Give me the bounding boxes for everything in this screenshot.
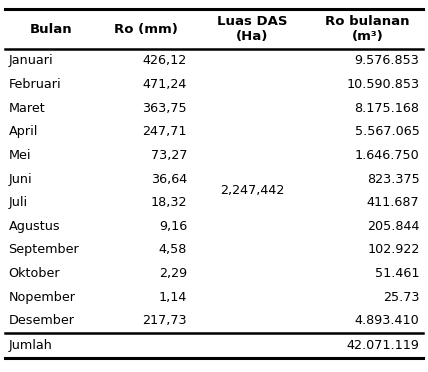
Text: Oktober: Oktober: [9, 267, 60, 280]
Text: Jumlah: Jumlah: [9, 339, 53, 352]
Text: Agustus: Agustus: [9, 220, 60, 233]
Text: 2,29: 2,29: [159, 267, 187, 280]
Text: 1.646.750: 1.646.750: [355, 149, 419, 162]
Text: 823.375: 823.375: [367, 173, 419, 186]
Text: Ro bulanan
(m³): Ro bulanan (m³): [325, 15, 410, 44]
Text: 42.071.119: 42.071.119: [347, 339, 419, 352]
Text: 217,73: 217,73: [143, 314, 187, 327]
Text: 5.567.065: 5.567.065: [354, 125, 419, 138]
Text: Luas DAS
(Ha): Luas DAS (Ha): [217, 15, 288, 44]
Text: Maret: Maret: [9, 102, 45, 115]
Text: Desember: Desember: [9, 314, 74, 327]
Text: April: April: [9, 125, 38, 138]
Text: Januari: Januari: [9, 54, 53, 67]
Text: Ro (mm): Ro (mm): [113, 23, 178, 36]
Text: 363,75: 363,75: [143, 102, 187, 115]
Text: Juni: Juni: [9, 173, 32, 186]
Text: 4.893.410: 4.893.410: [355, 314, 419, 327]
Text: 102.922: 102.922: [367, 243, 419, 256]
Text: 8.175.168: 8.175.168: [354, 102, 419, 115]
Text: 10.590.853: 10.590.853: [346, 78, 419, 91]
Text: 1,14: 1,14: [159, 291, 187, 304]
Text: 2,247,442: 2,247,442: [220, 185, 285, 197]
Text: Bulan: Bulan: [30, 23, 72, 36]
Text: 36,64: 36,64: [151, 173, 187, 186]
Text: 9,16: 9,16: [159, 220, 187, 233]
Text: 205.844: 205.844: [367, 220, 419, 233]
Text: 471,24: 471,24: [143, 78, 187, 91]
Text: Juli: Juli: [9, 196, 28, 209]
Text: Februari: Februari: [9, 78, 61, 91]
Text: 247,71: 247,71: [143, 125, 187, 138]
Text: 411.687: 411.687: [367, 196, 419, 209]
Text: 73,27: 73,27: [151, 149, 187, 162]
Text: 4,58: 4,58: [159, 243, 187, 256]
Text: September: September: [9, 243, 79, 256]
Text: 9.576.853: 9.576.853: [354, 54, 419, 67]
Text: 51.461: 51.461: [375, 267, 419, 280]
Text: 426,12: 426,12: [143, 54, 187, 67]
Text: 25.73: 25.73: [383, 291, 419, 304]
Text: 18,32: 18,32: [151, 196, 187, 209]
Text: Nopember: Nopember: [9, 291, 76, 304]
Text: Mei: Mei: [9, 149, 31, 162]
